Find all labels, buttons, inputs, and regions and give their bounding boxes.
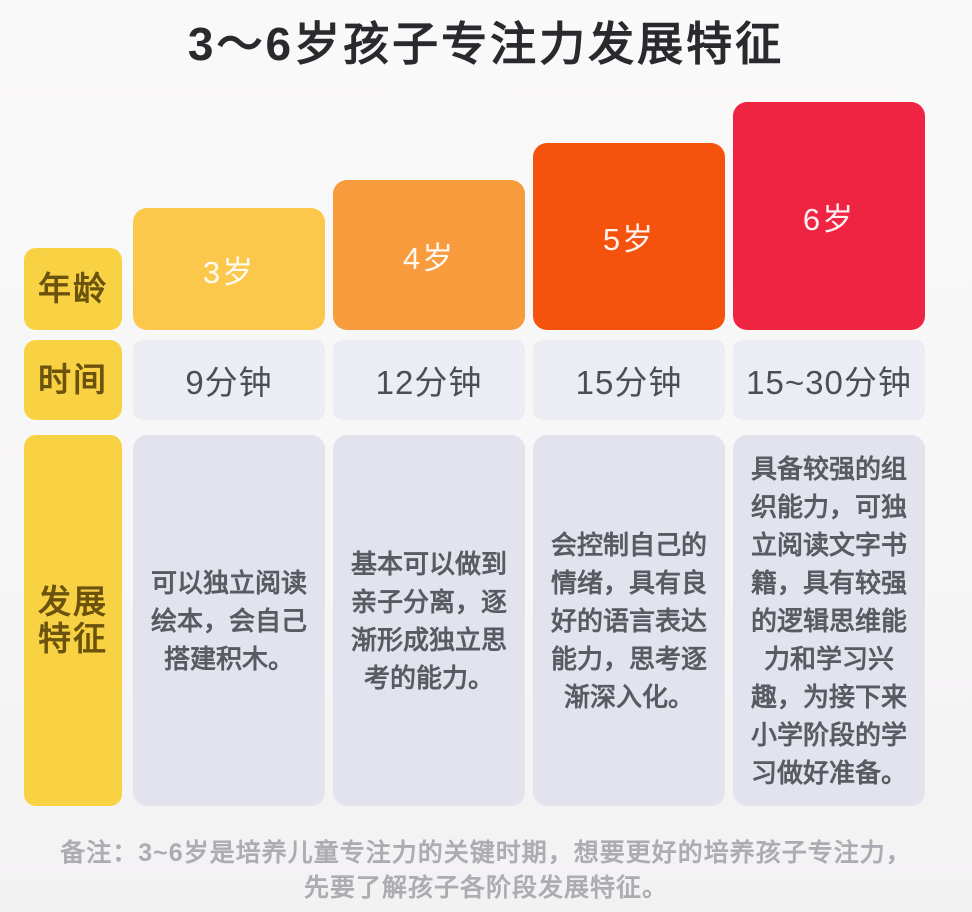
page-title: 3～6岁孩子专注力发展特征 [187,18,785,70]
feature-text: 基本可以做到亲子分离，逐渐形成独立思考的能力。 [350,548,507,693]
bar-label-age-4: 4岁 [402,240,456,276]
bar-label-age-6: 6岁 [802,201,856,237]
bar-age-4: 4岁 [333,180,525,330]
time-value-age-6: 15~30分钟 [733,340,925,420]
footnote: 备注：3~6岁是培养儿童专注力的关键时期，想要更好的培养孩子专注力， 先要了解孩… [0,836,972,906]
feature-text: 会控制自己的情绪，具有良好的语言表达能力，思考逐渐深入化。 [550,529,707,712]
feature-text-age-4: 基本可以做到亲子分离，逐渐形成独立思考的能力。 [333,435,525,806]
feature-text-age-6: 具备较强的组织能力，可独立阅读文字书籍，具有较强的逻辑思维能力和学习兴趣，为接下… [733,435,925,806]
feature-text-age-3: 可以独立阅读绘本，会自己搭建积木。 [133,435,325,806]
bar-label-age-3: 3岁 [202,254,256,290]
bar-label-age-5: 5岁 [602,222,656,257]
time-value-age-4: 12分钟 [333,340,525,420]
row-label-feature: 发展特征 [24,435,122,806]
row-label-time: 时间 [24,340,122,420]
time-value-age-5: 15分钟 [533,340,725,420]
feature-text: 可以独立阅读绘本，会自己搭建积木。 [150,567,307,674]
time-value-age-3: 9分钟 [133,340,325,420]
bar-age-6: 6岁 [733,102,925,330]
row-label-age: 年龄 [24,248,122,330]
footnote-line-1: 备注：3~6岁是培养儿童专注力的关键时期，想要更好的培养孩子专注力， [60,839,912,867]
feature-text-age-5: 会控制自己的情绪，具有良好的语言表达能力，思考逐渐深入化。 [533,435,725,806]
bar-age-3: 3岁 [133,208,325,330]
footnote-line-2: 先要了解孩子各阶段发展特征。 [303,874,668,902]
feature-text: 具备较强的组织能力，可独立阅读文字书籍，具有较强的逻辑思维能力和学习兴趣，为接下… [750,453,907,788]
bar-age-5: 5岁 [533,143,725,330]
